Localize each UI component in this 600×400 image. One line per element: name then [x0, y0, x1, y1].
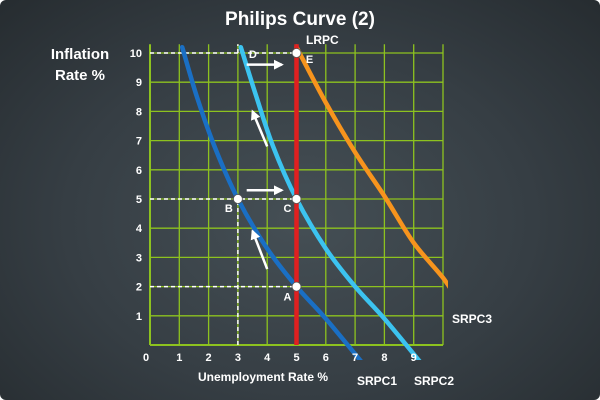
point-label-c: C — [284, 203, 292, 215]
x-tick-9: 9 — [411, 352, 417, 364]
shift-arrow-2 — [250, 229, 269, 270]
point-b — [232, 194, 243, 204]
tick-labels: 0 1 2 3 4 5 6 7 8 9 1 2 3 4 5 6 7 8 9 10 — [130, 48, 417, 364]
point-label-a: A — [284, 292, 292, 304]
point-label-e: E — [306, 54, 313, 66]
point-label-d: D — [249, 49, 257, 61]
point-c — [291, 194, 302, 204]
y-tick-2: 2 — [136, 282, 142, 294]
x-tick-0: 0 — [143, 352, 149, 364]
y-axis-label-line-1: Inflation — [50, 46, 110, 63]
srpc2-curve — [238, 44, 422, 360]
srpc1-curve — [179, 44, 363, 360]
x-tick-6: 6 — [323, 352, 329, 364]
x-tick-7: 7 — [352, 352, 358, 364]
srpc1-label: SRPC1 — [357, 374, 397, 388]
srpc2-label: SRPC2 — [414, 374, 454, 388]
shift-arrow-3 — [251, 109, 269, 147]
dashed-guides — [150, 44, 297, 345]
y-tick-5: 5 — [136, 194, 142, 206]
x-tick-8: 8 — [381, 352, 387, 364]
srpc3-label: SRPC3 — [452, 312, 492, 326]
y-tick-7: 7 — [136, 136, 142, 148]
x-tick-4: 4 — [264, 352, 271, 364]
srpc3-curve — [294, 44, 448, 289]
y-tick-10: 10 — [130, 48, 142, 60]
y-tick-8: 8 — [136, 106, 142, 118]
y-tick-4: 4 — [136, 223, 143, 235]
y-tick-9: 9 — [136, 77, 142, 89]
point-e — [291, 48, 302, 58]
point-a — [291, 281, 302, 292]
chart-title: Philips Curve (2) — [225, 9, 375, 30]
x-tick-1: 1 — [176, 352, 182, 364]
y-tick-1: 1 — [136, 311, 142, 323]
y-tick-3: 3 — [136, 252, 142, 264]
y-axis-label: Inflation Rate % — [40, 44, 120, 86]
x-tick-5: 5 — [293, 352, 299, 364]
y-axis-label-line-2: Rate % — [54, 67, 106, 84]
x-axis-label: Unemployment Rate % — [198, 370, 328, 384]
arrows — [246, 59, 284, 270]
y-tick-6: 6 — [136, 165, 142, 177]
x-tick-2: 2 — [206, 352, 212, 364]
curves — [179, 44, 448, 360]
lrpc-label: LRPC — [306, 33, 339, 47]
x-tick-3: 3 — [235, 352, 241, 364]
point-label-b: B — [225, 203, 233, 215]
points: A B C D E — [225, 48, 313, 304]
